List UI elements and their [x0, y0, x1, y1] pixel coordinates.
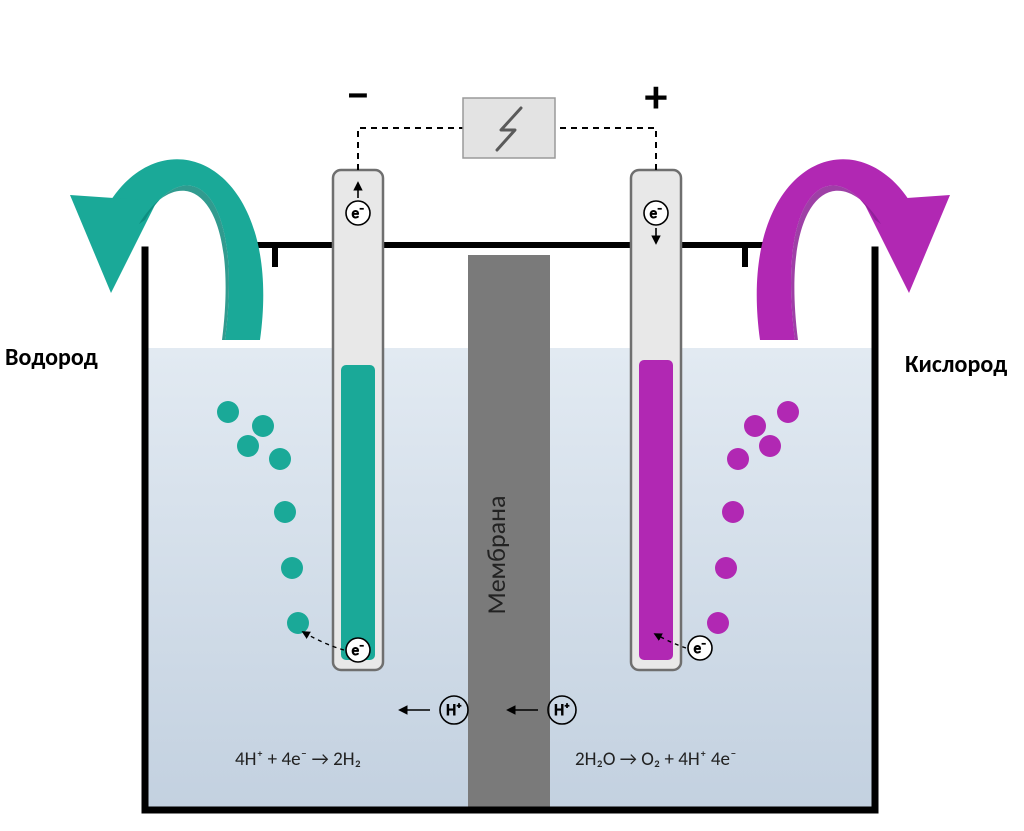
svg-text:e⁻: e⁻ [352, 205, 365, 223]
oxygen-label: Кислород [905, 350, 1007, 379]
hydrogen-output-arrow [70, 159, 263, 340]
plus-sign: + [645, 69, 668, 125]
power-box [463, 98, 555, 158]
membrane-label: Мембрана [480, 496, 512, 615]
svg-text:e⁻: e⁻ [352, 642, 365, 660]
minus-sign: − [347, 67, 370, 123]
anode-equation: 2H₂O → O₂ + 4H⁺ 4e⁻ [575, 748, 737, 771]
oxygen-output-arrow [757, 159, 950, 340]
svg-text:e⁻: e⁻ [694, 640, 707, 658]
hydrogen-label: Водород [5, 343, 98, 372]
svg-text:H⁺: H⁺ [554, 701, 570, 720]
cathode-equation: 4H⁺ + 4e⁻ → 2H₂ [235, 748, 361, 771]
cathode-electrode [333, 170, 383, 670]
electrolysis-diagram: − + e⁻ e⁻ e⁻ e⁻ H⁺ H⁺ Водород Кислород Мембр… [0, 0, 1024, 831]
svg-text:H⁺: H⁺ [446, 701, 462, 720]
svg-text:e⁻: e⁻ [650, 205, 663, 223]
power-source: − + [347, 67, 668, 170]
anode-electrode [631, 170, 681, 670]
